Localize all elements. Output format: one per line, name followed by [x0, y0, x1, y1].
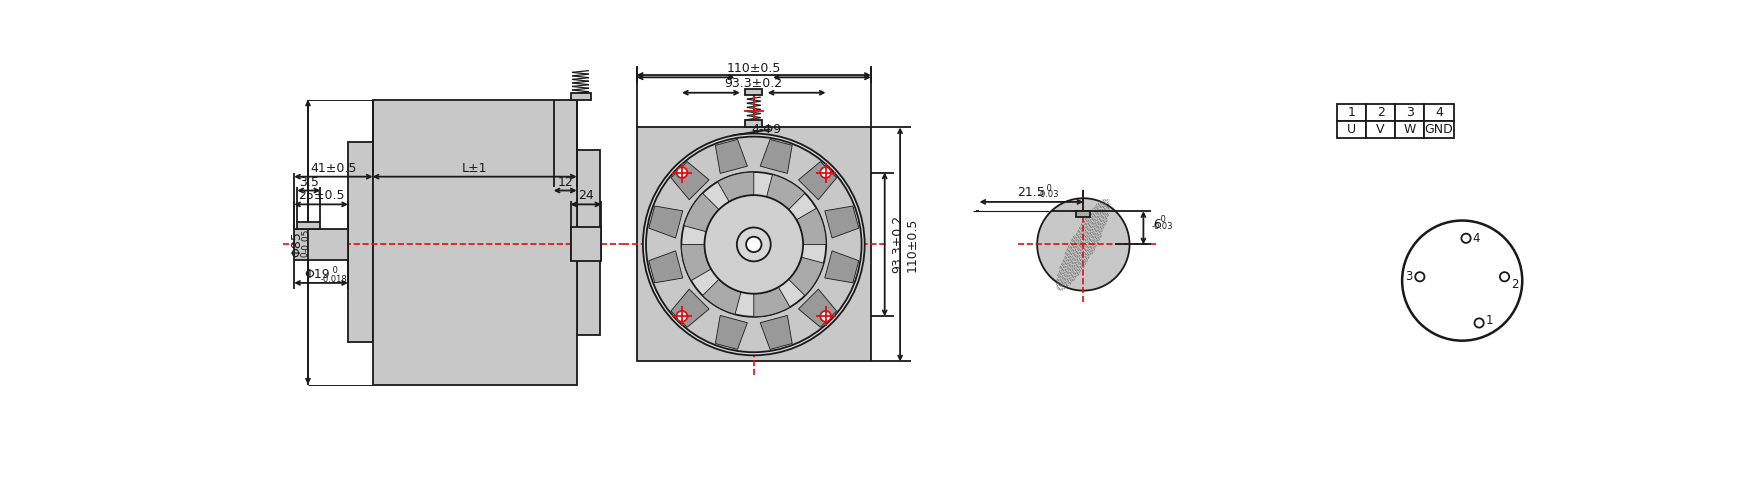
Text: W: W — [1403, 123, 1415, 136]
Text: 2: 2 — [1377, 106, 1384, 119]
Text: 4-Φ9: 4-Φ9 — [750, 123, 782, 136]
Text: GND: GND — [1424, 123, 1454, 136]
Circle shape — [820, 311, 831, 322]
Polygon shape — [825, 251, 859, 283]
Bar — [1366, 121, 1396, 138]
Polygon shape — [681, 244, 712, 281]
Polygon shape — [761, 139, 792, 173]
Circle shape — [736, 227, 771, 261]
Text: U: U — [1347, 123, 1356, 136]
Text: 4: 4 — [1473, 232, 1480, 245]
Bar — [1077, 211, 1091, 217]
Bar — [373, 100, 576, 385]
Polygon shape — [789, 257, 824, 296]
Text: 2: 2 — [1511, 278, 1520, 291]
Circle shape — [747, 237, 761, 252]
Polygon shape — [717, 172, 754, 202]
Text: 1: 1 — [1485, 314, 1494, 327]
Polygon shape — [754, 287, 790, 317]
Polygon shape — [649, 206, 682, 238]
Bar — [1424, 104, 1454, 121]
Polygon shape — [649, 251, 682, 283]
Text: 25±0.5: 25±0.5 — [298, 189, 344, 202]
Polygon shape — [825, 206, 859, 238]
Circle shape — [681, 172, 825, 317]
Circle shape — [642, 134, 866, 355]
Bar — [576, 150, 600, 334]
Bar — [1396, 104, 1424, 121]
Text: 3: 3 — [1406, 106, 1413, 119]
Bar — [1396, 121, 1424, 138]
Bar — [1424, 121, 1454, 138]
Text: 0: 0 — [1044, 183, 1052, 193]
Polygon shape — [703, 279, 742, 314]
Text: 0: 0 — [302, 251, 311, 259]
Circle shape — [1461, 234, 1471, 243]
Text: 93.3±0.2: 93.3±0.2 — [724, 77, 784, 90]
Text: -0.03: -0.03 — [1038, 191, 1059, 199]
Text: 0: 0 — [330, 266, 339, 275]
Bar — [571, 93, 590, 100]
Text: 21.5: 21.5 — [1017, 186, 1045, 199]
Text: 24: 24 — [578, 189, 593, 202]
Text: Φ19: Φ19 — [304, 268, 330, 281]
Circle shape — [677, 311, 688, 322]
Bar — [347, 142, 373, 342]
Circle shape — [1037, 198, 1129, 290]
Text: 93.3±0.2: 93.3±0.2 — [892, 215, 904, 273]
Circle shape — [1403, 221, 1522, 341]
Text: 110±0.5: 110±0.5 — [906, 217, 920, 272]
Polygon shape — [672, 162, 708, 200]
Text: 41±0.5: 41±0.5 — [311, 162, 356, 175]
Text: -0.018: -0.018 — [321, 274, 347, 284]
Bar — [571, 227, 602, 261]
Polygon shape — [799, 162, 836, 200]
Text: L±1: L±1 — [462, 162, 487, 175]
Text: 4: 4 — [1434, 106, 1443, 119]
Circle shape — [677, 167, 688, 178]
Polygon shape — [684, 193, 719, 232]
Polygon shape — [672, 289, 708, 327]
Polygon shape — [799, 289, 836, 327]
Polygon shape — [761, 316, 792, 349]
Text: 12: 12 — [557, 176, 572, 189]
Circle shape — [705, 195, 803, 294]
Text: Φ85: Φ85 — [291, 231, 304, 257]
Text: 3: 3 — [1405, 270, 1413, 283]
Text: 1: 1 — [1347, 106, 1356, 119]
Text: 3.5: 3.5 — [298, 176, 319, 189]
Circle shape — [646, 136, 862, 352]
Text: -0.03: -0.03 — [1152, 222, 1173, 231]
Circle shape — [820, 167, 831, 178]
Text: -0.05: -0.05 — [302, 229, 311, 252]
Bar — [745, 120, 763, 127]
Polygon shape — [715, 316, 747, 349]
Text: 0: 0 — [1159, 215, 1166, 224]
Polygon shape — [715, 139, 747, 173]
Bar — [297, 222, 321, 229]
Text: V: V — [1377, 123, 1386, 136]
Bar — [295, 229, 347, 260]
Text: 110±0.5: 110±0.5 — [726, 61, 782, 75]
Bar — [1366, 104, 1396, 121]
Polygon shape — [796, 208, 825, 244]
Bar — [745, 89, 763, 95]
Text: 6: 6 — [1153, 218, 1160, 231]
Circle shape — [1475, 318, 1483, 328]
Bar — [637, 127, 871, 362]
Bar — [1337, 104, 1366, 121]
Bar — [1337, 121, 1366, 138]
Circle shape — [1501, 272, 1509, 281]
Circle shape — [1415, 272, 1424, 281]
Polygon shape — [766, 175, 804, 210]
